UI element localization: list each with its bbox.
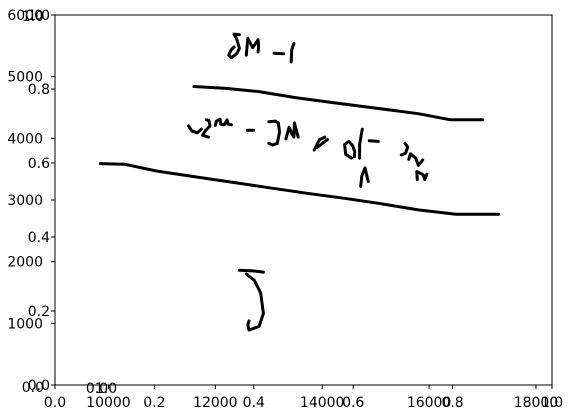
stroke-line <box>367 139 380 143</box>
x-tick-label: 10000 <box>86 395 131 411</box>
x-tick-label: 1.0 <box>95 381 117 397</box>
x-tick-label: 0.0 <box>44 395 66 411</box>
stroke-line <box>237 268 265 274</box>
stroke-line <box>187 124 203 135</box>
y-tick-label: 5000 <box>7 70 43 86</box>
y-tick-label: 4000 <box>7 131 43 147</box>
y-tick-label: 0.0 <box>28 378 50 394</box>
x-tick-label: 18000 <box>514 395 559 411</box>
stroke-line <box>289 41 296 64</box>
stroke-line <box>244 272 265 332</box>
y-tick-label: 0.4 <box>28 230 50 246</box>
stroke-line <box>98 162 501 216</box>
x-tick-label: 0.2 <box>143 395 165 411</box>
stroke-line <box>407 152 425 167</box>
x-tick-label: 0.4 <box>243 395 265 411</box>
stroke-line <box>244 36 261 57</box>
x-tick-label: 0.6 <box>342 395 364 411</box>
stroke-line <box>201 118 212 139</box>
y-tick-label: 2000 <box>7 255 43 271</box>
stroke-line <box>343 139 357 160</box>
y-tick-label: 6000 <box>7 8 43 24</box>
x-tick-label: 16000 <box>407 395 452 411</box>
stroke-line <box>284 121 300 141</box>
y-tick-label: 3000 <box>7 193 43 209</box>
stroke-line <box>358 127 364 160</box>
stroke-line <box>272 51 286 56</box>
stroke-line <box>192 85 484 122</box>
x-tick-label: 1.0 <box>541 395 563 411</box>
y-tick-label: 0.6 <box>28 156 50 172</box>
stroke-line <box>359 166 370 188</box>
y-tick-label: 1.0 <box>22 9 44 25</box>
y-tick-label: 0.8 <box>28 82 50 98</box>
y-tick-label: 0.2 <box>28 304 50 320</box>
stroke-line <box>315 138 329 150</box>
handwriting-strokes <box>98 32 501 332</box>
axes-frame <box>54 14 553 386</box>
stroke-line <box>267 119 281 147</box>
y-tick-label: 1000 <box>7 316 43 332</box>
stroke-line <box>415 170 429 182</box>
x-tick-label: 14000 <box>300 395 345 411</box>
x-tick-label: 0.8 <box>441 395 463 411</box>
y-tick-label: 1.0 <box>28 8 50 24</box>
stroke-line <box>227 32 241 60</box>
stroke-line <box>399 141 410 157</box>
y-tick-label: 0.0 <box>22 380 44 396</box>
axis-ticks: 0.0 0.2 0.4 0.6 0.8 1.00.00.20.40.60.81.01000… <box>7 8 563 411</box>
x-tick-label: 12000 <box>193 395 238 411</box>
stroke-line <box>213 117 233 127</box>
